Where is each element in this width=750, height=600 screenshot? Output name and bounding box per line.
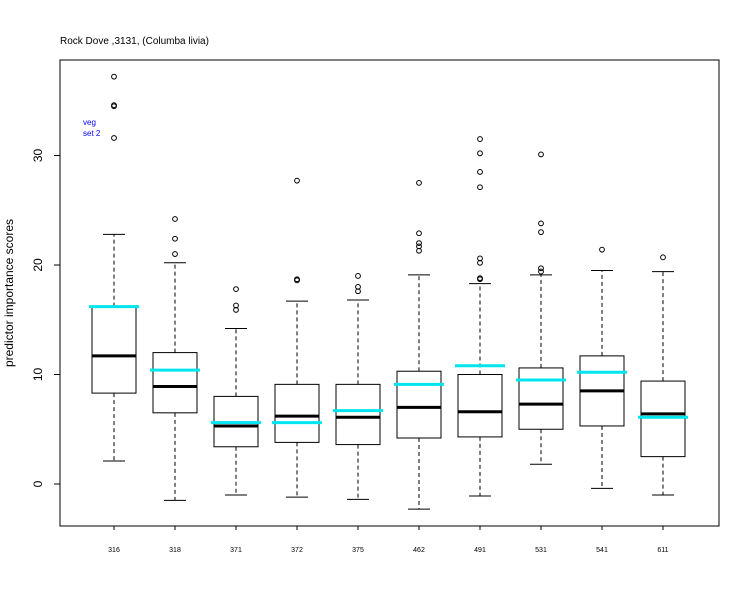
box-316 xyxy=(89,73,139,462)
x-tick-label-541: 541 xyxy=(596,547,608,554)
x-tick-label-316: 316 xyxy=(108,547,120,554)
box-rect xyxy=(640,380,686,458)
annotation-line-1: veg xyxy=(83,118,96,127)
y-tick-label-20: 20 xyxy=(31,258,45,272)
box-462 xyxy=(394,179,444,510)
outlier-point xyxy=(294,276,300,283)
outlier-point xyxy=(477,184,483,191)
outlier-point xyxy=(355,273,361,279)
outlier-point xyxy=(172,235,178,242)
plot-frame xyxy=(59,59,720,527)
outlier-point xyxy=(233,286,239,292)
outlier-point xyxy=(233,302,239,309)
box-rect xyxy=(91,306,137,394)
outlier-point xyxy=(111,73,117,80)
box-541 xyxy=(577,246,627,489)
x-tick-label-531: 531 xyxy=(535,547,547,554)
outlier-point xyxy=(538,151,544,158)
box-491 xyxy=(455,136,505,497)
x-tick-label-462: 462 xyxy=(413,547,425,554)
box-531 xyxy=(516,151,566,465)
x-tick-label-375: 375 xyxy=(352,547,364,554)
box-372 xyxy=(272,177,322,498)
y-axis: 0 10 20 30 xyxy=(31,149,61,487)
box-318 xyxy=(150,216,200,501)
y-tick-label-10: 10 xyxy=(31,368,45,382)
outlier-point xyxy=(172,251,178,257)
box-rect xyxy=(396,370,442,439)
y-tick-label-0: 0 xyxy=(31,480,45,487)
outlier-point xyxy=(355,284,361,290)
x-tick-label-318: 318 xyxy=(169,547,181,554)
x-axis: 316 318 371 372 375 462 491 531 541 611 xyxy=(108,526,669,554)
y-axis-label: predictor importance scores xyxy=(2,219,16,367)
outlier-point xyxy=(416,230,422,237)
x-tick-label-611: 611 xyxy=(657,547,668,554)
box-series xyxy=(89,73,688,510)
annotation-line-2: set 2 xyxy=(83,129,101,138)
outlier-point xyxy=(477,169,483,175)
outlier-point xyxy=(416,179,422,186)
y-tick-label-30: 30 xyxy=(31,149,45,163)
outlier-point xyxy=(538,229,544,236)
box-375 xyxy=(333,273,383,500)
outlier-point xyxy=(538,265,544,272)
outlier-point xyxy=(477,255,483,262)
box-371 xyxy=(211,286,261,496)
x-tick-label-491: 491 xyxy=(474,547,486,554)
box-rect xyxy=(335,383,381,446)
outlier-point xyxy=(477,275,483,282)
outlier-point xyxy=(538,268,544,275)
box-rect xyxy=(457,374,503,438)
box-rect xyxy=(152,352,198,414)
outlier-point xyxy=(599,246,605,253)
chart-title: Rock Dove ,3131, (Columba livia) xyxy=(60,36,209,47)
box-611 xyxy=(638,254,688,496)
x-tick-label-372: 372 xyxy=(291,547,303,554)
box-rect xyxy=(274,383,320,443)
box-rect xyxy=(518,367,564,430)
outlier-point xyxy=(111,135,117,141)
outlier-point xyxy=(294,177,300,184)
outlier-point xyxy=(111,102,117,109)
outlier-point xyxy=(477,150,483,157)
outlier-point xyxy=(172,216,178,222)
x-tick-label-371: 371 xyxy=(230,547,242,554)
outlier-point xyxy=(416,240,422,247)
outlier-point xyxy=(660,254,666,261)
outlier-point xyxy=(477,136,483,142)
outlier-point xyxy=(416,243,422,250)
outlier-point xyxy=(538,220,544,227)
